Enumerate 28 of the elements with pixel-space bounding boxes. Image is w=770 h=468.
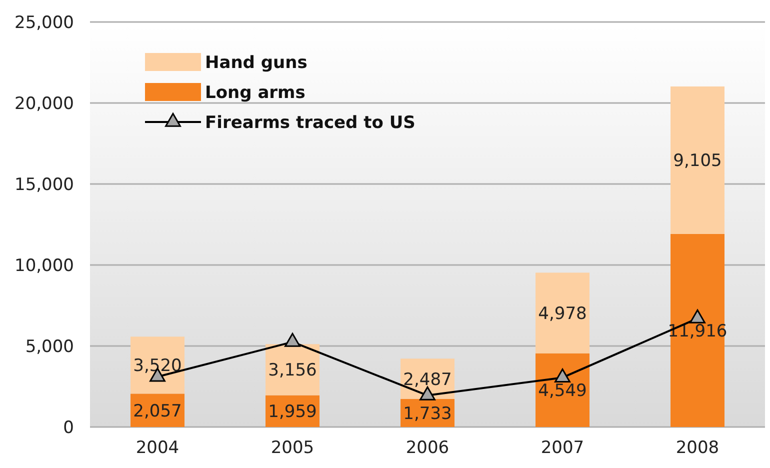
data-label: 3,520 bbox=[133, 356, 182, 376]
legend-label: Firearms traced to US bbox=[205, 113, 416, 133]
bar bbox=[670, 234, 724, 427]
bar bbox=[536, 353, 590, 427]
data-label: 1,733 bbox=[403, 404, 452, 424]
x-tick-label: 2005 bbox=[270, 438, 314, 458]
bar bbox=[130, 336, 184, 394]
data-label: 2,487 bbox=[403, 370, 452, 390]
legend-label: Hand guns bbox=[205, 53, 308, 73]
x-tick-label: 2008 bbox=[676, 438, 720, 458]
data-label: 4,549 bbox=[538, 381, 587, 402]
y-tick-label: 5,000 bbox=[25, 337, 74, 357]
y-tick-label: 20,000 bbox=[14, 94, 74, 114]
y-tick-label: 10,000 bbox=[14, 256, 74, 276]
bar bbox=[670, 86, 724, 234]
data-label: 2,057 bbox=[133, 401, 182, 422]
y-tick-label: 25,000 bbox=[14, 13, 74, 33]
bar bbox=[536, 272, 590, 354]
data-label: 9,105 bbox=[673, 151, 722, 172]
x-tick-label: 2004 bbox=[136, 438, 180, 458]
data-label: 3,156 bbox=[268, 360, 317, 381]
x-tick-label: 2007 bbox=[540, 438, 584, 458]
legend-label: Long arms bbox=[205, 83, 306, 103]
y-tick-label: 0 bbox=[63, 418, 74, 438]
data-label: 4,978 bbox=[538, 304, 587, 324]
y-tick-label: 15,000 bbox=[14, 175, 74, 195]
data-label: 1,959 bbox=[268, 402, 317, 422]
x-tick-label: 2006 bbox=[406, 438, 450, 458]
